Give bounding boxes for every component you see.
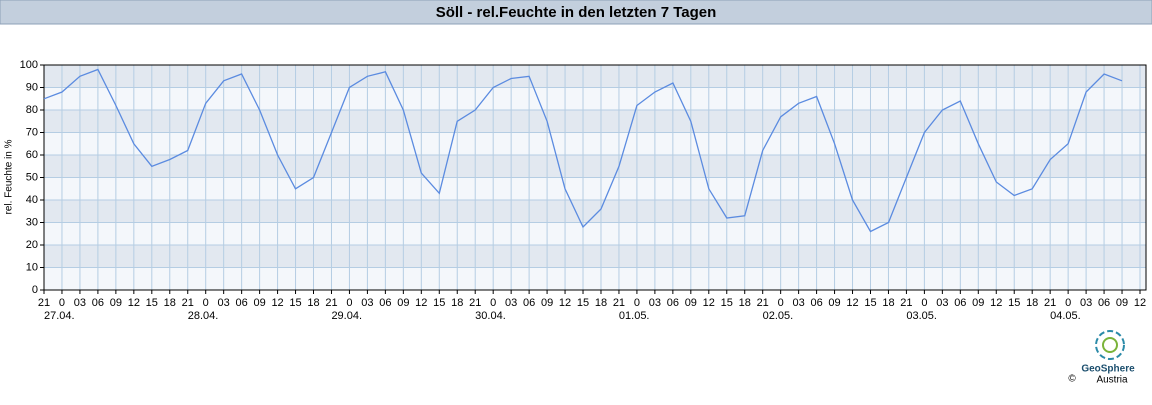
y-tick-label: 90: [26, 81, 38, 93]
x-tick-label: 0: [203, 297, 209, 309]
x-tick-label: 0: [490, 297, 496, 309]
x-tick-label: 09: [1116, 297, 1128, 309]
x-tick-label: 09: [828, 297, 840, 309]
grid-band: [44, 155, 1146, 178]
x-tick-label: 21: [469, 297, 481, 309]
x-tick-label: 03: [218, 297, 230, 309]
date-label: 30.04.: [475, 310, 506, 322]
x-tick-label: 06: [954, 297, 966, 309]
x-tick-label: 18: [451, 297, 463, 309]
x-tick-label: 15: [289, 297, 301, 309]
x-tick-label: 21: [613, 297, 625, 309]
y-axis-label: rel. Feuchte in %: [4, 139, 15, 214]
x-tick-label: 15: [433, 297, 445, 309]
x-tick-label: 21: [757, 297, 769, 309]
x-tick-label: 09: [685, 297, 697, 309]
x-tick-label: 09: [541, 297, 553, 309]
data-line: [43, 68, 1123, 233]
x-tick-label: 0: [346, 297, 352, 309]
grid-band: [44, 65, 1146, 88]
x-tick-label: 15: [1008, 297, 1020, 309]
plot-border: [43, 64, 1147, 291]
x-tick-label: 06: [523, 297, 535, 309]
y-tick-label: 100: [20, 59, 38, 71]
x-tick-label: 12: [990, 297, 1002, 309]
title-bar: [0, 0, 1152, 25]
x-tick-label: 15: [864, 297, 876, 309]
x-tick-label: 09: [397, 297, 409, 309]
x-tick-label: 06: [236, 297, 248, 309]
x-tick-label: 06: [92, 297, 104, 309]
grid-band: [44, 200, 1146, 223]
x-tick-label: 06: [379, 297, 391, 309]
grid-band: [44, 110, 1146, 133]
x-tick-label: 18: [164, 297, 176, 309]
x-tick-label: 15: [577, 297, 589, 309]
date-label: 28.04.: [188, 310, 219, 322]
x-tick-label: 03: [74, 297, 86, 309]
date-label: 27.04.: [44, 310, 75, 322]
x-tick-label: 18: [307, 297, 319, 309]
x-tick-label: 15: [721, 297, 733, 309]
x-tick-label: 12: [559, 297, 571, 309]
x-tick-label: 21: [325, 297, 337, 309]
y-tick-label: 80: [26, 104, 38, 116]
date-label: 02.05.: [763, 310, 794, 322]
x-tick-label: 18: [739, 297, 751, 309]
x-tick-label: 21: [182, 297, 194, 309]
x-tick-label: 0: [1065, 297, 1071, 309]
y-tick-label: 0: [32, 284, 38, 296]
x-tick-label: 12: [1134, 297, 1146, 309]
x-tick-label: 18: [595, 297, 607, 309]
y-tick-label: 60: [26, 149, 38, 161]
date-label: 29.04.: [331, 310, 362, 322]
x-tick-label: 06: [1098, 297, 1110, 309]
y-tick-label: 10: [26, 261, 38, 273]
logo: [1095, 330, 1125, 360]
x-tick-label: 03: [649, 297, 661, 309]
y-tick-label: 70: [26, 126, 38, 138]
x-tick-label: 03: [1080, 297, 1092, 309]
brand: GeoSphere: [1081, 364, 1135, 375]
x-tick-label: 0: [634, 297, 640, 309]
x-tick-label: 21: [38, 297, 50, 309]
logo-icon: [1102, 337, 1118, 353]
x-tick-label: 0: [59, 297, 65, 309]
y-tick-label: 30: [26, 216, 38, 228]
chart-title: Söll - rel.Feuchte in den letzten 7 Tage…: [436, 4, 717, 21]
x-tick-label: 21: [900, 297, 912, 309]
y-tick-label: 50: [26, 171, 38, 183]
x-tick-label: 18: [882, 297, 894, 309]
x-tick-label: 06: [667, 297, 679, 309]
x-tick-label: 12: [846, 297, 858, 309]
grid-band: [44, 245, 1146, 268]
logo-icon: [1095, 330, 1125, 360]
x-tick-label: 12: [703, 297, 715, 309]
x-tick-label: 18: [1026, 297, 1038, 309]
date-label: 03.05.: [906, 310, 937, 322]
date-label: 04.05.: [1050, 310, 1081, 322]
x-tick-label: 0: [921, 297, 927, 309]
x-tick-label: 09: [253, 297, 265, 309]
x-tick-label: 03: [361, 297, 373, 309]
x-tick-label: 03: [792, 297, 804, 309]
x-tick-label: 0: [778, 297, 784, 309]
x-tick-label: 06: [810, 297, 822, 309]
x-tick-label: 12: [415, 297, 427, 309]
x-tick-label: 15: [146, 297, 158, 309]
x-tick-label: 12: [128, 297, 140, 309]
x-tick-label: 03: [936, 297, 948, 309]
x-tick-label: 12: [271, 297, 283, 309]
y-tick-label: 20: [26, 239, 38, 251]
x-tick-label: 03: [505, 297, 517, 309]
x-tick-label: 21: [1044, 297, 1056, 309]
x-tick-label: 09: [110, 297, 122, 309]
copyright: ©: [1068, 374, 1076, 385]
brand-sub: Austria: [1096, 375, 1128, 386]
date-label: 01.05.: [619, 310, 650, 322]
y-tick-label: 40: [26, 194, 38, 206]
x-tick-label: 09: [972, 297, 984, 309]
